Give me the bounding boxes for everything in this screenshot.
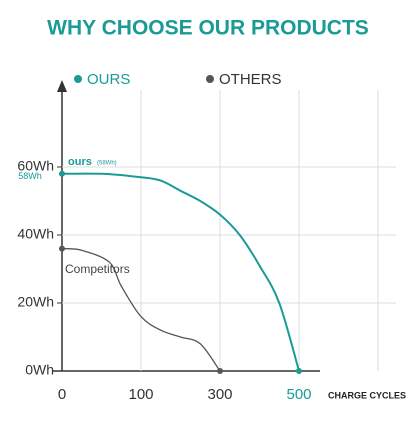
series-annotation: ours bbox=[68, 156, 92, 168]
y-tick-label: 0Wh bbox=[25, 362, 54, 378]
x-axis-title: CHARGE CYCLES bbox=[328, 390, 406, 400]
legend-label: OURS bbox=[87, 71, 130, 88]
legend-swatch bbox=[206, 75, 214, 83]
endpoint bbox=[217, 368, 223, 374]
x-tick-label: 500 bbox=[286, 386, 311, 403]
x-tick-label: 0 bbox=[58, 386, 66, 403]
endpoint bbox=[59, 170, 65, 177]
chart-title: WHY CHOOSE OUR PRODUCTS bbox=[47, 17, 369, 40]
series-annotation-detail: (58Wh) bbox=[97, 161, 117, 167]
endpoint bbox=[296, 368, 302, 374]
series-annotation: Competitors bbox=[65, 262, 130, 276]
legend-swatch bbox=[74, 75, 82, 83]
x-tick-label: 100 bbox=[128, 386, 153, 403]
y-tick-label: 20Wh bbox=[17, 294, 54, 310]
y-axis-arrow bbox=[57, 80, 67, 92]
endpoint bbox=[59, 245, 65, 252]
series-line bbox=[61, 172, 300, 372]
x-tick-label: 300 bbox=[207, 386, 232, 403]
series-line bbox=[61, 247, 221, 372]
legend-label: OTHERS bbox=[219, 71, 282, 88]
y-tick-label: 40Wh bbox=[17, 226, 54, 242]
y-tick-label: 60Wh bbox=[17, 158, 54, 174]
y-marker-label: 58Wh bbox=[18, 171, 42, 181]
